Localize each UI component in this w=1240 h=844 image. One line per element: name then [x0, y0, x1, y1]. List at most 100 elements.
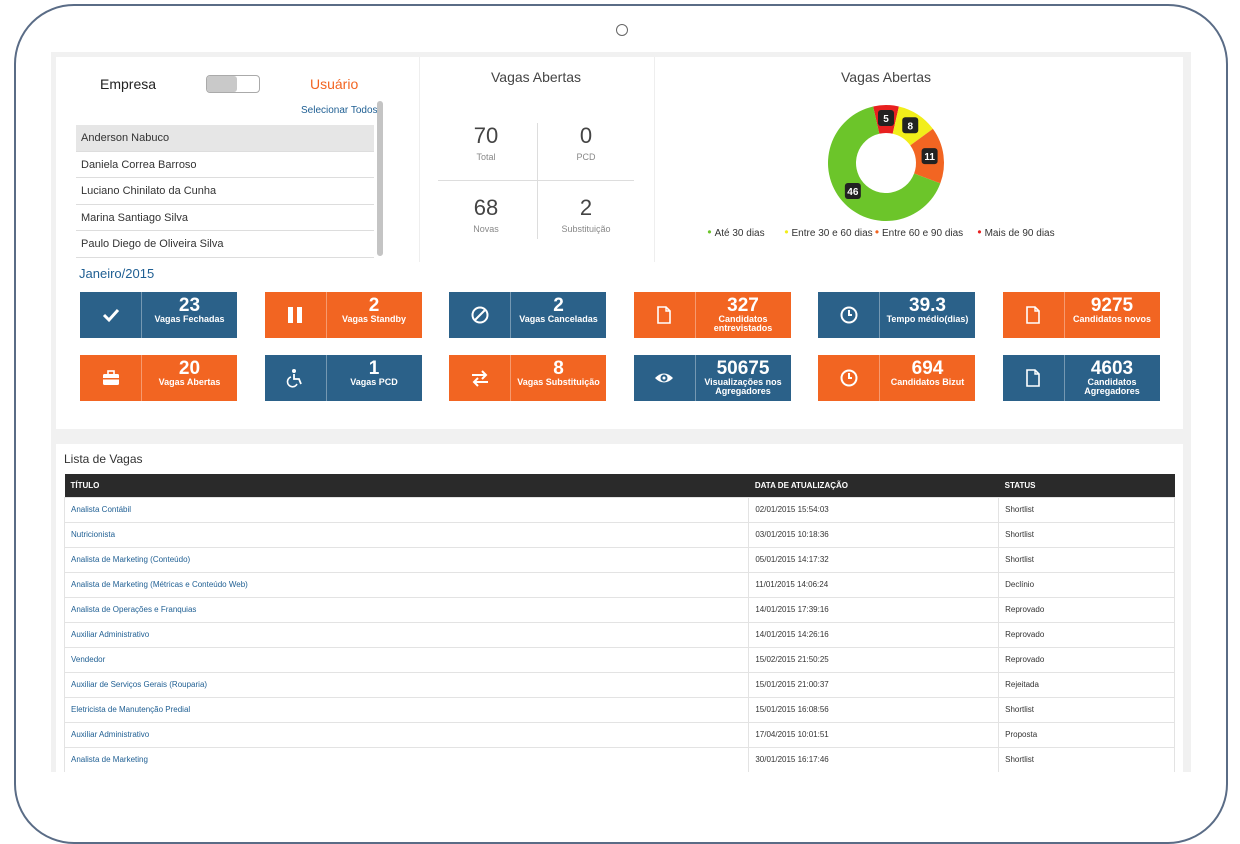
kpi-tile[interactable]: 23 Vagas Fechadas — [80, 292, 237, 338]
job-status: Shortlist — [998, 746, 1175, 772]
user-list-item[interactable]: Paulo Diego de Oliveira Silva — [76, 231, 374, 258]
label-background — [921, 148, 938, 165]
kpi-tile[interactable]: 8 Vagas Substituição — [449, 355, 606, 401]
kpi-label: Vagas Fechadas — [154, 314, 225, 324]
job-title-link[interactable]: Auxiliar de Serviços Gerais (Rouparia) — [63, 671, 750, 698]
wheelchair-icon — [265, 355, 327, 401]
table-row[interactable]: Eletricista de Manutenção Predial 15/01/2… — [63, 696, 1175, 723]
toggle-label-empresa[interactable]: Empresa — [100, 76, 157, 92]
user-filter: Empresa Usuário Selecionar Todos Anderso… — [76, 57, 421, 262]
job-title-link[interactable]: Auxiliar Administrativo — [63, 721, 750, 748]
stat-label: PCD — [576, 152, 596, 162]
jobs-table: TÍTULO DATA DE ATUALIZAÇÃO STATUS Analis… — [63, 474, 1175, 772]
kpi-tile[interactable]: 1 Vagas PCD — [264, 355, 422, 401]
table-header: TÍTULO DATA DE ATUALIZAÇÃO STATUS — [64, 474, 1175, 497]
legend-dot-icon: • — [707, 225, 712, 239]
kpi-value: 2 — [368, 295, 380, 316]
kpi-value: 327 — [727, 295, 759, 316]
job-title-link[interactable]: Analista de Marketing (Métricas e Conteú… — [63, 571, 750, 598]
job-title-link[interactable]: Nutricionista — [63, 521, 750, 548]
slice-value-label: 5 — [878, 110, 894, 126]
user-list: Anderson Nabuco Daniela Correa Barroso Luc… — [76, 125, 374, 258]
clock-icon — [818, 355, 880, 401]
kpi-tile[interactable]: 39.3 Tempo médio(dias) — [818, 292, 975, 338]
job-title-link[interactable]: Auxiliar Administrativo — [63, 621, 750, 648]
stat-value: 70 — [473, 123, 499, 148]
table-row[interactable]: Auxiliar Administrativo 14/01/2015 14:26:… — [63, 621, 1175, 648]
mode-switch[interactable] — [206, 75, 260, 93]
kpi-tile[interactable]: 20 Vagas Abertas — [80, 355, 237, 401]
table-row[interactable]: Vendedor 15/02/2015 21:50:25 Reprovado — [63, 646, 1175, 673]
kpi-tile[interactable]: 50675 Visualizações nos Agregadores — [633, 355, 791, 401]
label-background — [902, 117, 919, 134]
update-date: 30/01/2015 16:17:46 — [748, 746, 1000, 772]
kpi-value: 9275 — [1090, 295, 1134, 316]
table-row[interactable]: Auxiliar Administrativo 17/04/2015 10:01:… — [63, 721, 1175, 748]
slice-value-label: 8 — [902, 117, 919, 134]
update-date: 02/01/2015 15:54:03 — [748, 496, 1000, 523]
kpi-value: 50675 — [716, 358, 770, 379]
switch-knob[interactable] — [207, 76, 237, 92]
stat-novas: 68 Novas — [436, 195, 536, 253]
job-title-link[interactable]: Analista de Marketing — [63, 746, 750, 772]
table-row[interactable]: Analista de Marketing (Conteúdo) 05/01/20… — [63, 546, 1175, 573]
kpi-tile[interactable]: 2 Vagas Standby — [264, 292, 422, 338]
legend-label: Até 30 dias — [714, 228, 765, 239]
table-row[interactable]: Analista de Operações e Franquias 14/01/2… — [63, 596, 1175, 623]
user-list-item[interactable]: Daniela Correa Barroso — [76, 152, 374, 178]
stats-divider — [537, 123, 538, 239]
stat-substituicao: 2 Substituição — [536, 195, 636, 253]
stats-divider — [438, 180, 634, 181]
job-title-link[interactable]: Analista de Marketing (Conteúdo) — [63, 546, 750, 573]
select-all-link[interactable]: Selecionar Todos — [301, 105, 378, 116]
kpi-tile[interactable]: 9275 Candidatos novos — [1002, 292, 1160, 338]
jobs-list-panel: Lista de Vagas TÍTULO DATA DE ATUALIZAÇÃ… — [56, 444, 1183, 772]
job-status: Rejeitada — [998, 671, 1175, 698]
file-icon — [1003, 292, 1065, 338]
kpi-label: Visualizações nos Agregadores — [704, 377, 782, 396]
kpi-value: 694 — [911, 358, 944, 379]
job-status: Shortlist — [998, 696, 1175, 723]
job-status: Shortlist — [998, 521, 1175, 548]
kpi-tile[interactable]: 2 Vagas Canceladas — [449, 292, 606, 338]
stat-label: Substituição — [561, 224, 611, 234]
column-header-status[interactable]: STATUS — [998, 474, 1175, 497]
briefcase-icon — [80, 355, 142, 401]
table-row[interactable]: Analista Contábil 02/01/2015 15:54:03 Shor… — [63, 496, 1175, 523]
stat-label: Total — [476, 152, 496, 162]
job-status: Shortlist — [998, 546, 1175, 573]
legend-item: • Mais de 90 dias — [961, 225, 1071, 241]
kpi-value: 39.3 — [909, 295, 946, 316]
job-title-link[interactable]: Vendedor — [63, 646, 750, 673]
slice-value: 46 — [847, 187, 859, 198]
table-row[interactable]: Auxiliar de Serviços Gerais (Rouparia) 15… — [63, 671, 1175, 698]
slice-value-label: 11 — [921, 148, 938, 165]
update-date: 15/01/2015 16:08:56 — [748, 696, 1000, 723]
job-status: Proposta — [998, 721, 1175, 748]
job-title-link[interactable]: Analista de Operações e Franquias — [63, 596, 750, 623]
stat-total: 70 Total — [436, 123, 536, 181]
kpi-tile[interactable]: 327 Candidatos entrevistados — [633, 292, 791, 338]
toggle-label-usuario[interactable]: Usuário — [310, 76, 359, 92]
table-row[interactable]: Analista de Marketing 30/01/2015 16:17:46… — [63, 746, 1175, 772]
period-label: Janeiro/2015 — [79, 266, 155, 281]
job-title-link[interactable]: Eletricista de Manutenção Predial — [63, 696, 750, 723]
table-row[interactable]: Nutricionista 03/01/2015 10:18:36 Shortlis… — [63, 521, 1175, 548]
eye-icon — [634, 355, 696, 401]
kpi-tile[interactable]: 4603 Candidatos Agregadores — [1002, 355, 1160, 401]
stat-pcd: 0 PCD — [536, 123, 636, 181]
column-header-date[interactable]: DATA DE ATUALIZAÇÃO — [748, 474, 999, 497]
summary-panel: Empresa Usuário Selecionar Todos Anderso… — [56, 57, 1183, 429]
column-header-title[interactable]: TÍTULO — [64, 474, 749, 497]
user-list-item[interactable]: Anderson Nabuco — [76, 125, 374, 152]
table-row[interactable]: Analista de Marketing (Métricas e Conteú… — [63, 571, 1175, 598]
list-title: Lista de Vagas — [64, 452, 143, 466]
kpi-label: Vagas Abertas — [158, 377, 221, 387]
job-status: Shortlist — [998, 496, 1175, 523]
user-list-item[interactable]: Luciano Chinilato da Cunha — [76, 178, 374, 205]
kpi-tile[interactable]: 694 Candidatos Bizut — [818, 355, 975, 401]
user-list-item[interactable]: Marina Santiago Silva — [76, 205, 374, 231]
kpi-value: 8 — [553, 358, 564, 379]
user-list-scrollbar[interactable] — [377, 101, 383, 256]
job-title-link[interactable]: Analista Contábil — [63, 496, 750, 523]
